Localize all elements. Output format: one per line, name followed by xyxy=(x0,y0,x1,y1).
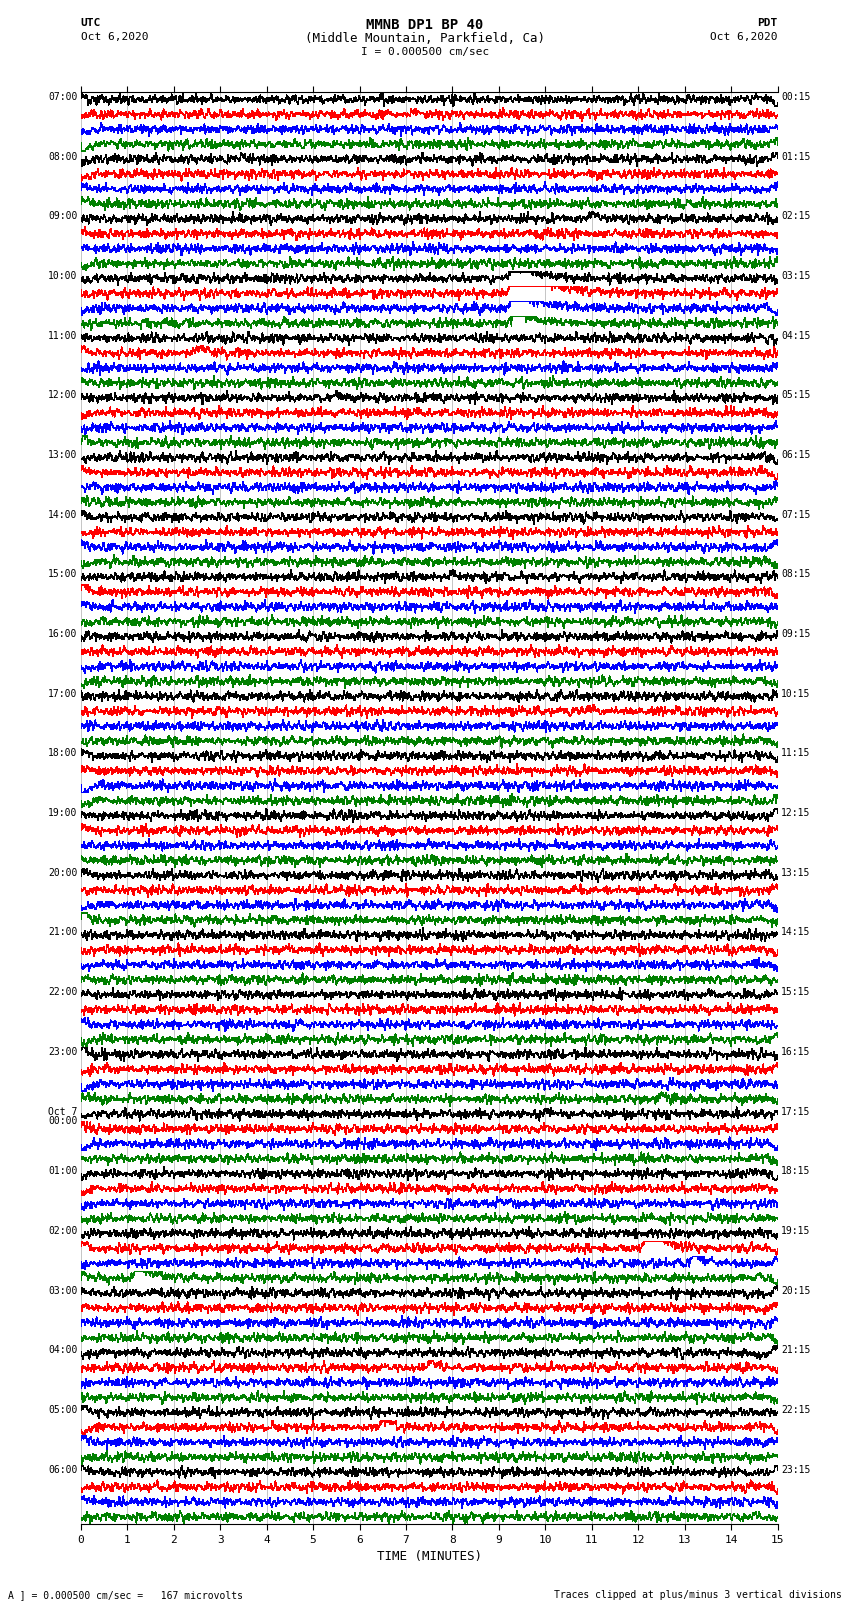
Text: 23:15: 23:15 xyxy=(781,1465,811,1474)
Text: 05:00: 05:00 xyxy=(48,1405,77,1415)
Text: 20:15: 20:15 xyxy=(781,1286,811,1295)
Text: I = 0.000500 cm/sec: I = 0.000500 cm/sec xyxy=(361,47,489,56)
Text: 18:00: 18:00 xyxy=(48,748,77,758)
Text: 11:00: 11:00 xyxy=(48,331,77,340)
Text: 14:00: 14:00 xyxy=(48,510,77,519)
Text: 12:15: 12:15 xyxy=(781,808,811,818)
Text: 02:00: 02:00 xyxy=(48,1226,77,1236)
Text: 11:15: 11:15 xyxy=(781,748,811,758)
Text: 14:15: 14:15 xyxy=(781,927,811,937)
Text: 22:00: 22:00 xyxy=(48,987,77,997)
Text: Traces clipped at plus/minus 3 vertical divisions: Traces clipped at plus/minus 3 vertical … xyxy=(553,1590,842,1600)
Text: Oct 7
00:00: Oct 7 00:00 xyxy=(48,1107,77,1126)
Text: 01:00: 01:00 xyxy=(48,1166,77,1176)
Text: 13:15: 13:15 xyxy=(781,868,811,877)
Text: Oct 6,2020: Oct 6,2020 xyxy=(711,32,778,42)
Text: 06:15: 06:15 xyxy=(781,450,811,460)
Text: A ] = 0.000500 cm/sec =   167 microvolts: A ] = 0.000500 cm/sec = 167 microvolts xyxy=(8,1590,243,1600)
Text: 09:15: 09:15 xyxy=(781,629,811,639)
Text: 16:15: 16:15 xyxy=(781,1047,811,1057)
Text: 02:15: 02:15 xyxy=(781,211,811,221)
Text: 17:00: 17:00 xyxy=(48,689,77,698)
Text: 21:00: 21:00 xyxy=(48,927,77,937)
Text: 07:15: 07:15 xyxy=(781,510,811,519)
Text: (Middle Mountain, Parkfield, Ca): (Middle Mountain, Parkfield, Ca) xyxy=(305,32,545,45)
Text: MMNB DP1 BP 40: MMNB DP1 BP 40 xyxy=(366,18,484,32)
Text: 19:15: 19:15 xyxy=(781,1226,811,1236)
Text: 10:00: 10:00 xyxy=(48,271,77,281)
Text: Oct 6,2020: Oct 6,2020 xyxy=(81,32,148,42)
Text: 17:15: 17:15 xyxy=(781,1107,811,1116)
Text: 07:00: 07:00 xyxy=(48,92,77,102)
Text: 15:00: 15:00 xyxy=(48,569,77,579)
Text: 05:15: 05:15 xyxy=(781,390,811,400)
Text: 22:15: 22:15 xyxy=(781,1405,811,1415)
Text: 00:15: 00:15 xyxy=(781,92,811,102)
Text: 08:00: 08:00 xyxy=(48,152,77,161)
Text: 04:15: 04:15 xyxy=(781,331,811,340)
Text: 10:15: 10:15 xyxy=(781,689,811,698)
Text: 19:00: 19:00 xyxy=(48,808,77,818)
Text: 15:15: 15:15 xyxy=(781,987,811,997)
Text: 03:15: 03:15 xyxy=(781,271,811,281)
Text: UTC: UTC xyxy=(81,18,101,27)
Text: 06:00: 06:00 xyxy=(48,1465,77,1474)
X-axis label: TIME (MINUTES): TIME (MINUTES) xyxy=(377,1550,482,1563)
Text: 12:00: 12:00 xyxy=(48,390,77,400)
Text: 04:00: 04:00 xyxy=(48,1345,77,1355)
Text: 09:00: 09:00 xyxy=(48,211,77,221)
Text: 01:15: 01:15 xyxy=(781,152,811,161)
Text: 13:00: 13:00 xyxy=(48,450,77,460)
Text: 18:15: 18:15 xyxy=(781,1166,811,1176)
Text: 20:00: 20:00 xyxy=(48,868,77,877)
Text: 03:00: 03:00 xyxy=(48,1286,77,1295)
Text: PDT: PDT xyxy=(757,18,778,27)
Text: 21:15: 21:15 xyxy=(781,1345,811,1355)
Text: 16:00: 16:00 xyxy=(48,629,77,639)
Text: 08:15: 08:15 xyxy=(781,569,811,579)
Text: 23:00: 23:00 xyxy=(48,1047,77,1057)
